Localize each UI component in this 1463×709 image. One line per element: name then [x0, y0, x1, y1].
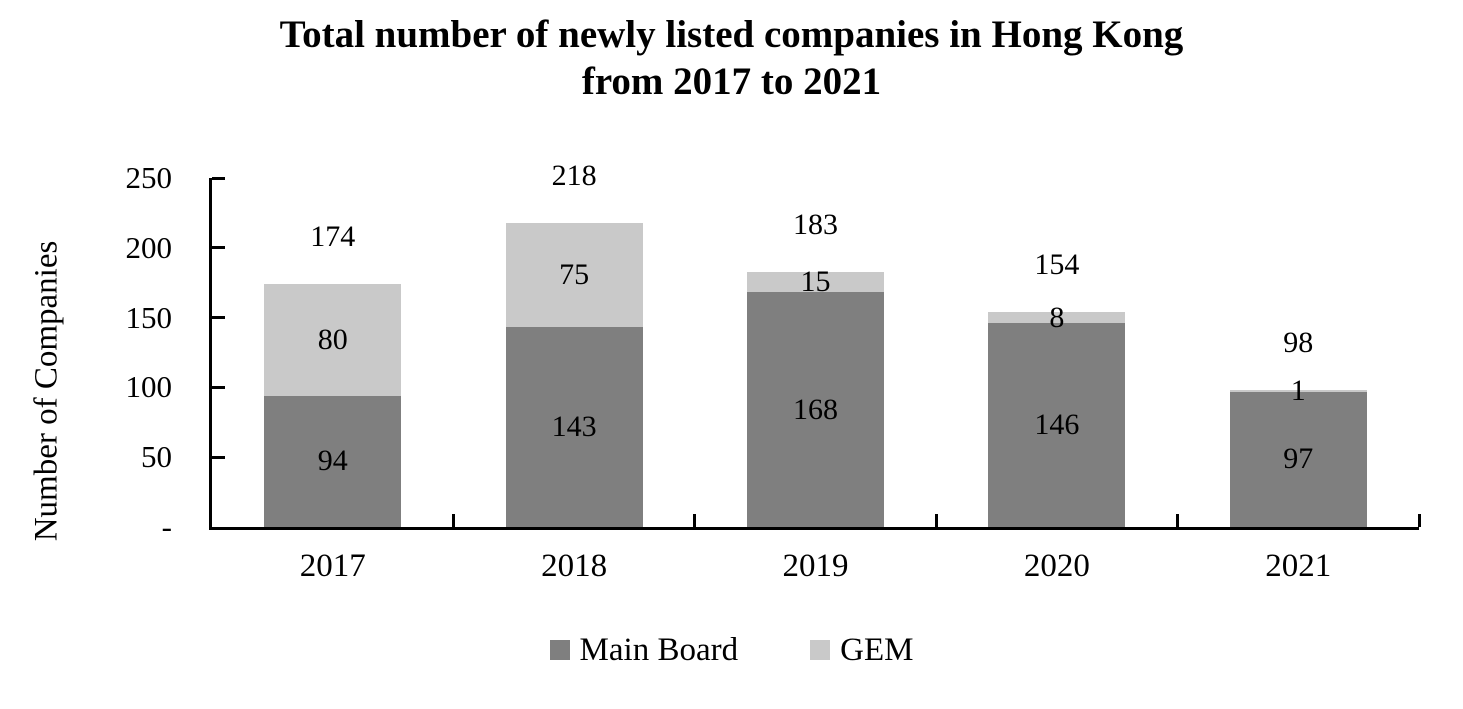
legend-item-gem: GEM: [810, 630, 913, 670]
segment-value-label: 15: [800, 265, 831, 298]
bar-segment-main-board-2019: [747, 292, 884, 527]
y-axis-tick: [212, 455, 225, 459]
legend-marker-gem-icon: [810, 640, 831, 660]
x-axis-category-label: 2020: [1023, 548, 1090, 584]
segment-value-label: 80: [317, 322, 348, 356]
bar-segment-main-board-2020: [988, 323, 1126, 527]
segment-value-label: 1: [1290, 373, 1306, 407]
bar-segment-gem-2018: [505, 222, 643, 328]
y-axis-line: [209, 178, 212, 530]
bar-segment-gem-2017: [264, 284, 402, 396]
bar-segment-main-board-2017: [264, 395, 402, 527]
legend-label-gem: GEM: [840, 632, 914, 668]
y-axis-tick: [212, 316, 225, 320]
y-axis-tick: [212, 246, 225, 250]
bar-segment-main-board-2018: [505, 327, 643, 527]
total-value-label: 183: [793, 207, 838, 241]
legend-item-main-board: Main Board: [549, 630, 739, 670]
bar-segment-gem-2021: [1229, 390, 1367, 392]
y-axis-tick: [212, 385, 225, 389]
chart-title: Total number of newly listed companies i…: [279, 13, 1184, 103]
segment-value-label: 168: [793, 392, 838, 426]
x-axis-tick: [1176, 514, 1180, 527]
y-axis-tick-label: 100: [125, 369, 173, 405]
y-axis-tick-label: 250: [125, 160, 173, 195]
x-axis-category-label: 2018: [541, 548, 608, 584]
x-axis-category-label: 2019: [782, 548, 849, 584]
y-axis-tick-label: 200: [125, 229, 173, 265]
x-axis-category-label: 2021: [1265, 548, 1332, 584]
x-axis-category-label: 2017: [299, 548, 366, 584]
segment-value-label: 143: [551, 410, 597, 444]
y-axis-tick-label: -: [161, 509, 172, 544]
segment-value-label: 97: [1283, 442, 1314, 476]
x-axis-tick: [693, 514, 697, 527]
y-axis-tick-label: 50: [141, 439, 172, 475]
x-axis-tick: [451, 514, 455, 527]
segment-value-label: 75: [559, 258, 590, 292]
bar-segment-gem-2020: [988, 312, 1126, 324]
legend-marker-main-board-icon: [549, 640, 570, 660]
x-axis-tick: [934, 514, 938, 527]
segment-value-label: 8: [1049, 300, 1065, 334]
total-value-label: 154: [1034, 248, 1080, 282]
y-axis-tick: [212, 176, 225, 180]
legend-label-main-board: Main Board: [579, 632, 739, 668]
total-value-label: 218: [551, 158, 597, 192]
legend: Main Board GEM: [0, 630, 1463, 670]
x-axis-line: [209, 527, 1419, 530]
total-value-label: 98: [1283, 326, 1314, 360]
segment-value-label: 94: [317, 444, 348, 478]
x-axis-tick: [1417, 514, 1421, 527]
bar-segment-main-board-2021: [1229, 391, 1367, 527]
y-axis-tick-label: 150: [125, 299, 173, 335]
bar-segment-gem-2019: [747, 271, 884, 293]
segment-value-label: 146: [1034, 408, 1080, 442]
total-value-label: 174: [310, 220, 356, 254]
